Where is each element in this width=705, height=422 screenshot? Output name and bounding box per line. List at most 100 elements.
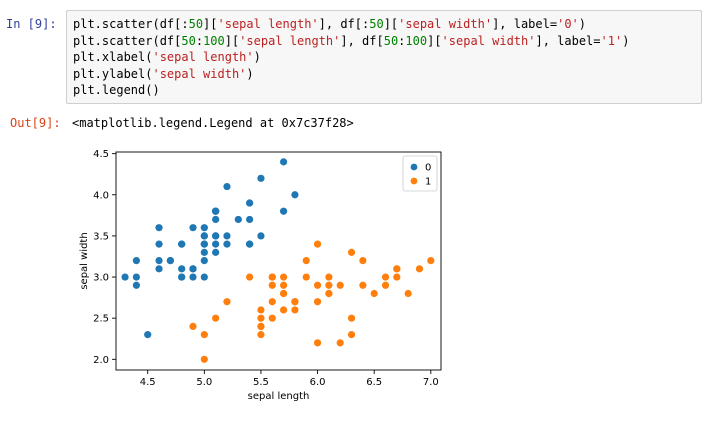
y-tick-label: 3.5	[93, 231, 109, 242]
x-tick-label: 5.0	[196, 377, 212, 388]
series-1-point	[325, 289, 333, 298]
series-1-point	[257, 314, 265, 322]
legend-marker-1	[410, 177, 418, 185]
y-tick-label: 4.0	[93, 190, 109, 201]
series-0-point	[166, 256, 174, 265]
series-1-point	[257, 322, 265, 330]
series-1-point	[359, 281, 367, 289]
y-tick-label: 2.5	[93, 314, 109, 325]
code-line: plt.scatter(df[:50]['sepal length'], df[…	[73, 17, 587, 31]
series-0-point	[132, 256, 140, 265]
series-1-point	[336, 281, 344, 289]
series-0-point	[246, 240, 254, 248]
input-prompt: In [9]:	[6, 17, 57, 31]
code-line: plt.scatter(df[50:100]['sepal length'], …	[73, 33, 630, 48]
series-0-point	[246, 199, 254, 207]
series-1-point	[189, 322, 197, 330]
series-0-point	[121, 273, 129, 281]
code-line: plt.ylabel('sepal width')	[73, 66, 254, 81]
series-1-point	[291, 306, 299, 314]
series-0-point	[178, 265, 186, 273]
series-0-point	[234, 215, 242, 224]
x-tick-label: 7.0	[423, 377, 439, 388]
y-tick-label: 3.0	[93, 273, 109, 284]
series-1-point	[347, 314, 356, 322]
series-1-point	[313, 281, 322, 289]
series-1-point	[336, 339, 344, 347]
series-1-point	[212, 314, 220, 322]
x-axis-label: sepal length	[248, 391, 310, 402]
series-0-point	[200, 248, 208, 256]
series-0-point	[200, 273, 208, 281]
series-0-point	[132, 281, 140, 289]
series-1-point	[415, 265, 424, 273]
series-1-point	[313, 339, 322, 347]
series-0-point	[178, 240, 186, 248]
series-1-point	[393, 265, 401, 273]
series-1-point	[404, 289, 412, 298]
series-0-point	[155, 224, 163, 232]
series-1-point	[313, 298, 322, 306]
series-1-point	[381, 273, 390, 281]
x-tick-label: 4.5	[140, 377, 156, 388]
series-0-point	[212, 248, 220, 256]
series-0-point	[200, 224, 208, 232]
code-cell-input[interactable]: plt.scatter(df[:50]['sepal length'], df[…	[66, 10, 702, 104]
series-0-point	[223, 240, 231, 248]
series-0-point	[212, 215, 220, 224]
legend-box	[402, 155, 438, 192]
series-1-point	[325, 273, 333, 281]
x-tick-label: 6.5	[366, 377, 382, 388]
series-0-point	[212, 240, 220, 248]
series-0-point	[223, 182, 231, 191]
code-editor[interactable]: plt.scatter(df[:50]['sepal length'], df[…	[73, 16, 629, 99]
series-1-point	[200, 355, 208, 363]
y-tick-label: 2.0	[93, 355, 109, 366]
series-1-point	[279, 273, 288, 281]
series-1-point	[370, 289, 378, 298]
series-1-point	[268, 273, 276, 281]
series-0-point	[257, 174, 265, 182]
series-1-point	[200, 331, 208, 339]
output-repr: <matplotlib.legend.Legend at 0x7c37f28>	[72, 116, 354, 130]
legend-label-0: 0	[425, 163, 431, 174]
series-0-point	[246, 215, 254, 224]
series-0-point	[189, 224, 197, 232]
series-1-point	[302, 273, 310, 281]
series-0-point	[189, 273, 197, 281]
series-0-point	[291, 191, 299, 199]
y-axis-label: sepal width	[79, 232, 90, 289]
series-0-point	[279, 158, 288, 166]
series-0-point	[144, 331, 152, 339]
series-1-point	[427, 256, 435, 265]
series-1-point	[381, 281, 390, 289]
series-1-point	[313, 240, 322, 248]
series-0-point	[155, 256, 163, 265]
series-0-point	[178, 273, 186, 281]
series-1-point	[393, 273, 401, 281]
code-line: plt.legend()	[73, 83, 160, 98]
series-1-point	[257, 306, 265, 314]
series-0-point	[200, 232, 208, 240]
series-1-point	[359, 256, 367, 265]
series-0-point	[279, 207, 288, 215]
series-1-point	[325, 281, 333, 289]
series-1-point	[223, 298, 231, 306]
series-1-point	[347, 331, 356, 339]
y-tick-label: 4.5	[93, 149, 109, 160]
legend-marker-0	[410, 163, 418, 171]
series-0-point	[200, 256, 208, 265]
legend-label-1: 1	[425, 177, 431, 188]
series-1-point	[302, 256, 310, 265]
series-1-point	[246, 273, 254, 281]
x-tick-label: 6.0	[310, 377, 326, 388]
series-0-point	[132, 273, 140, 281]
series-0-point	[223, 232, 231, 240]
series-0-point	[155, 240, 163, 248]
series-1-point	[279, 281, 288, 289]
series-0-point	[212, 232, 220, 240]
series-1-point	[268, 314, 276, 322]
x-tick-label: 5.5	[253, 377, 269, 388]
code-line: plt.xlabel('sepal length')	[73, 50, 261, 65]
